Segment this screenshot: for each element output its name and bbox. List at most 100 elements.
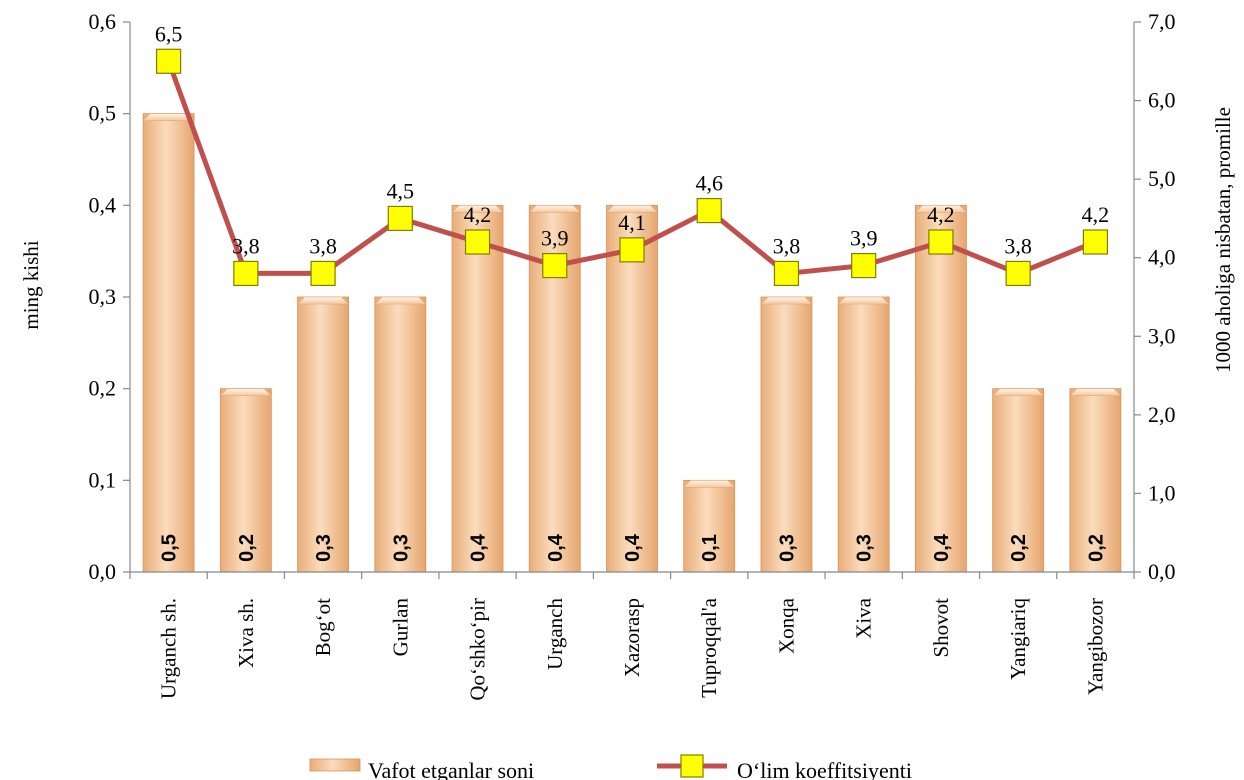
bar	[683, 479, 736, 573]
bar-group: 0,3	[760, 296, 813, 573]
x-tick-label: Xazorasp	[620, 598, 644, 677]
y-left-tick-label: 0,5	[89, 101, 117, 126]
bar	[142, 113, 195, 573]
bar	[219, 388, 272, 573]
y-right-tick-label: 0,0	[1148, 559, 1176, 584]
y-left-tick-label: 0,4	[89, 192, 117, 217]
line-marker	[773, 260, 800, 287]
y-left-tick-label: 0,0	[89, 559, 117, 584]
y-left-tick-label: 0,2	[89, 376, 117, 401]
y-right-tick-label: 7,0	[1148, 9, 1176, 34]
bar-group: 0,1	[683, 479, 736, 573]
legend-swatch-bar	[309, 758, 361, 772]
y-left-tick-label: 0,6	[89, 9, 117, 34]
y-axis-title-right: 1000 aholiga nisbatan, promille	[1211, 107, 1235, 373]
legend-label-line: O‘lim koeffitsiyenti	[737, 758, 912, 780]
line-marker	[156, 48, 182, 74]
bar-data-label: 0,4	[622, 533, 644, 562]
line-marker	[233, 260, 259, 287]
line-data-label: 4,1	[618, 210, 646, 235]
line-data-label: 3,9	[541, 226, 569, 251]
line-marker	[542, 252, 568, 279]
bar-cap	[219, 388, 273, 396]
legend-item-line: O‘lim koeffitsiyenti	[657, 754, 912, 780]
bar-data-label: 0,5	[159, 534, 181, 562]
x-tick-label: Bog‘ot	[311, 598, 335, 657]
x-tick-label: Tuproqqal'a	[697, 597, 721, 698]
y-right-tick-label: 5,0	[1148, 166, 1176, 191]
bar-group: 0,4	[914, 204, 968, 573]
x-tick-label: Qo‘shko‘pir	[466, 598, 490, 701]
y-right-tick-label: 6,0	[1148, 88, 1176, 113]
x-tick-label: Urganch sh.	[157, 598, 181, 699]
bar-cap	[451, 205, 504, 213]
line-data-label: 6,5	[155, 21, 183, 46]
line-marker	[696, 197, 722, 224]
bar	[297, 296, 349, 573]
line-marker	[1005, 260, 1031, 287]
bar	[760, 296, 813, 573]
line-data-label: 3,8	[1004, 233, 1032, 258]
bar-group: 0,3	[837, 296, 890, 573]
bar-group: 0,2	[991, 388, 1045, 573]
bar-data-label: 0,3	[313, 534, 335, 562]
y-left-tick-label: 0,1	[89, 467, 117, 492]
bar-data-label: 0,3	[776, 534, 798, 562]
bar-data-label: 0,2	[236, 534, 258, 562]
bar	[1069, 388, 1122, 573]
bar-data-label: 0,2	[1008, 534, 1030, 562]
y-right-tick-label: 3,0	[1148, 323, 1176, 348]
bar-group: 0,2	[219, 388, 273, 573]
line-data-label: 4,2	[1082, 202, 1110, 227]
bar-group: 0,3	[374, 296, 427, 573]
bar-cap	[296, 296, 350, 305]
bar-cap	[1069, 388, 1122, 396]
line-data-label: 4,6	[695, 171, 723, 196]
bar	[374, 296, 427, 573]
x-tick-label: Shovot	[929, 598, 953, 658]
bar-cap	[528, 205, 581, 213]
line-data-label: 4,2	[464, 202, 492, 227]
line-marker	[1082, 229, 1108, 255]
x-tick-label: Xiva	[852, 597, 876, 639]
legend-swatch-marker	[680, 754, 704, 778]
line-data-label: 3,8	[232, 233, 260, 258]
bar-data-label: 0,4	[545, 533, 567, 562]
bar-group: 0,5	[142, 113, 195, 573]
bar-data-label: 0,4	[468, 533, 490, 562]
bar-cap	[683, 480, 736, 488]
line-marker	[851, 252, 877, 279]
bar-data-label: 0,3	[854, 534, 876, 562]
bar-data-label: 0,2	[1085, 534, 1107, 562]
bar-group: 0,2	[1069, 388, 1122, 573]
bar-data-label: 0,3	[390, 534, 412, 562]
legend-item-bars: Vafot etganlar soni	[309, 758, 534, 780]
y-right-tick-label: 1,0	[1148, 480, 1176, 505]
bar	[915, 204, 967, 573]
line-data-label: 3,9	[850, 226, 878, 251]
x-tick-label: Urganch	[543, 598, 567, 670]
y-left-tick-label: 0,3	[89, 284, 117, 309]
y-right-tick-label: 2,0	[1148, 402, 1176, 427]
bar-cap	[760, 296, 813, 305]
x-tick-label: Xonqa	[774, 597, 798, 654]
bar-data-label: 0,4	[931, 533, 953, 562]
legend-label-bars: Vafot etganlar soni	[368, 758, 534, 780]
x-tick-label: Xiva sh.	[234, 598, 258, 668]
bar-group: 0,4	[605, 204, 659, 573]
bar-group: 0,3	[296, 296, 350, 573]
line-data-label: 3,8	[773, 233, 801, 258]
line-marker	[310, 260, 336, 287]
x-tick-label: Yangiariq	[1006, 598, 1030, 680]
y-right-tick-label: 4,0	[1148, 245, 1176, 270]
line-marker	[619, 237, 645, 263]
bar-cap	[991, 388, 1045, 396]
bar-cap	[374, 296, 427, 305]
bar-group: 0,4	[451, 204, 504, 573]
line-data-label: 4,2	[927, 202, 955, 227]
line-marker	[928, 229, 954, 255]
line-data-label: 4,5	[387, 178, 415, 203]
bar	[451, 204, 504, 573]
